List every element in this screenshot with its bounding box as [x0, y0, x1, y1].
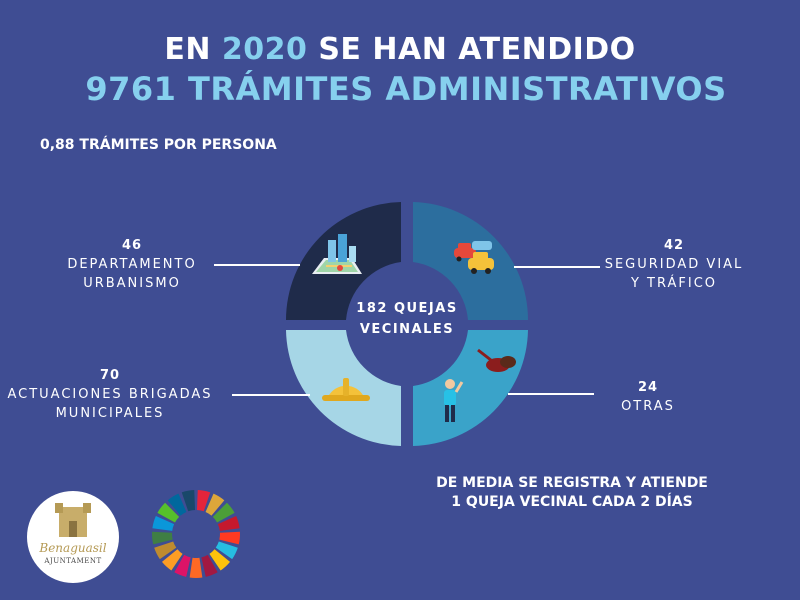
center-total-label: 182 QUEJAS VECINALES	[356, 301, 458, 337]
sdg-wheel-segment	[215, 541, 238, 560]
ajuntament-logo: Benaguasil AJUNTAMENT	[27, 491, 119, 583]
category-otras: 24 OTRAS	[610, 378, 686, 416]
category-value: 42	[663, 238, 685, 253]
sdg-wheel-segment	[181, 490, 196, 512]
page-subtitle: 9761 TRÁMITES ADMINISTRATIVOS	[85, 70, 727, 108]
category-label: OTRAS	[621, 399, 675, 414]
sdg-wheel-segment	[212, 502, 235, 523]
sdg-wheel-segment	[219, 531, 241, 545]
logo-subtitle: AJUNTAMENT	[44, 557, 102, 565]
sdg-wheel-icon	[152, 490, 241, 578]
segment-otras	[413, 330, 528, 446]
castle-icon	[55, 503, 91, 537]
sdg-wheel-segment	[154, 541, 177, 560]
sdg-wheel-segment	[205, 493, 225, 516]
category-urbanismo: 46 DEPARTAMENTO URBANISMO	[56, 236, 208, 293]
category-seguridad: 42 SEGURIDAD VIAL Y TRÁFICO	[600, 236, 748, 293]
category-value: 24	[637, 380, 659, 395]
sdg-wheel-segment	[217, 515, 240, 531]
sdg-wheel-segment	[161, 549, 183, 571]
category-label: ACTUACIONES BRIGADAS MUNICIPALES	[7, 387, 213, 421]
sdg-wheel-segment	[152, 515, 175, 531]
logo-script-text: Benaguasil	[39, 541, 107, 555]
sdg-wheel-segment	[152, 531, 173, 545]
sdg-wheel-segment	[196, 490, 211, 512]
leader-line-seguridad	[514, 266, 600, 268]
page-title: EN 2020 SE HAN ATENDIDO	[164, 32, 636, 67]
title-year: 2020	[221, 32, 308, 67]
leader-line-brigadas	[232, 394, 310, 396]
sdg-wheel-segment	[201, 554, 218, 577]
sdg-wheel-segment	[157, 502, 180, 523]
sdg-wheel-segment	[209, 549, 231, 571]
hard-hat-icon	[322, 378, 370, 401]
category-label: DEPARTAMENTO URBANISMO	[67, 257, 197, 291]
sdg-wheel-segment	[189, 557, 203, 578]
category-label: SEGURIDAD VIAL Y TRÁFICO	[604, 257, 744, 291]
leader-line-urbanismo	[214, 264, 300, 266]
category-value: 46	[121, 238, 143, 253]
worker-cleaning-icon	[444, 348, 516, 422]
cars-icon	[454, 241, 494, 274]
city-map-icon	[312, 234, 362, 274]
category-brigadas: 70 ACTUACIONES BRIGADAS MUNICIPALES	[4, 366, 216, 423]
leader-line-otras	[508, 393, 594, 395]
sdg-wheel-segment	[174, 554, 191, 577]
average-note: DE MEDIA SE REGISTRA Y ATIENDE 1 QUEJA V…	[436, 475, 708, 510]
sdg-wheel-segment	[167, 493, 187, 516]
per-person-stat: 0,88 TRÁMITES POR PERSONA	[40, 137, 277, 153]
category-value: 70	[99, 368, 121, 383]
